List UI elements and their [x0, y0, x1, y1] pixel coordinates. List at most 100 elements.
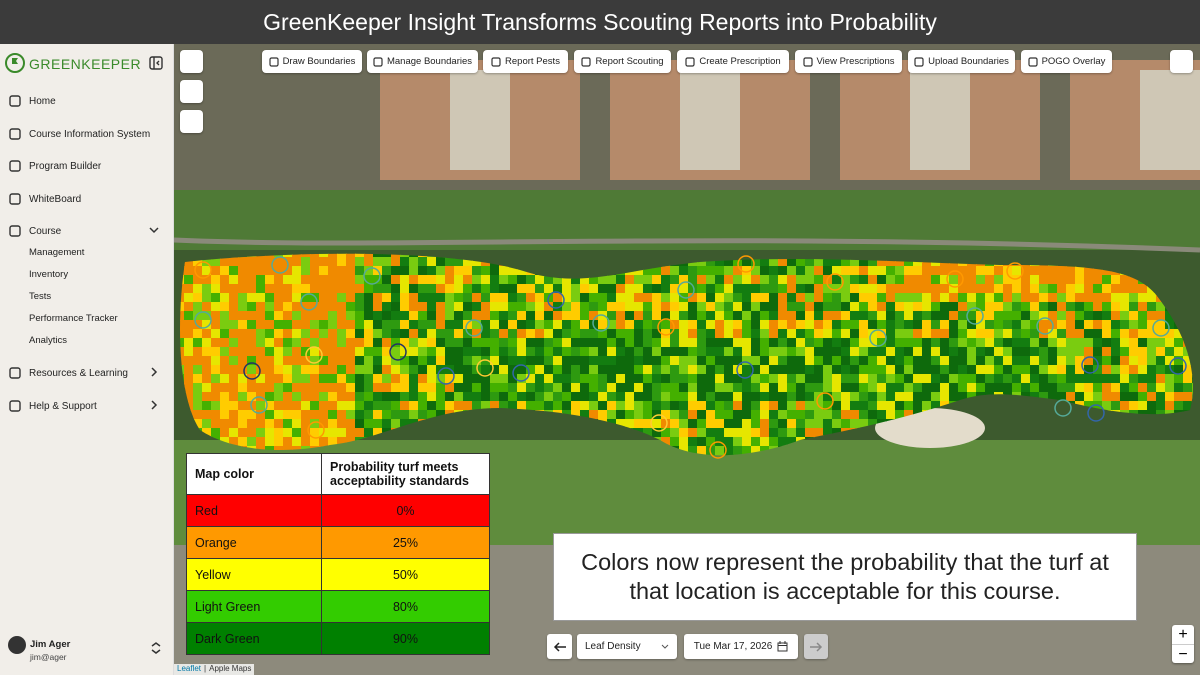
layer-select[interactable]: Leaf Density — [577, 634, 677, 659]
expand-button[interactable] — [1170, 50, 1193, 73]
next-button[interactable] — [804, 634, 828, 659]
heat-cell — [895, 338, 905, 348]
heat-cell — [913, 284, 923, 294]
heat-cell — [661, 311, 671, 321]
heat-cell — [238, 419, 248, 429]
heat-cell — [274, 410, 284, 420]
nav-item[interactable]: Course — [8, 224, 168, 238]
heat-cell — [544, 347, 554, 357]
heat-cell — [454, 365, 464, 375]
attribution-apple[interactable]: Apple Maps — [209, 664, 252, 673]
heat-cell — [328, 275, 338, 285]
toolbar-button[interactable]: Report Scouting — [574, 50, 671, 73]
heat-cell — [247, 266, 257, 276]
toolbar-button[interactable]: View Prescriptions — [795, 50, 902, 73]
heat-cell — [904, 392, 914, 402]
toolbar-button[interactable]: POGO Overlay — [1021, 50, 1112, 73]
heat-cell — [364, 338, 374, 348]
heat-cell — [472, 257, 482, 267]
heat-cell — [247, 365, 257, 375]
heat-cell — [751, 275, 761, 285]
nav-subitem[interactable]: Performance Tracker — [29, 313, 118, 324]
table-row: Red 0% — [186, 494, 490, 527]
heat-cell — [796, 257, 806, 267]
heat-cell — [733, 311, 743, 321]
nav-subitem[interactable]: Management — [29, 247, 85, 258]
toolbar-button[interactable]: Manage Boundaries — [367, 50, 478, 73]
heat-cell — [283, 383, 293, 393]
heat-cell — [778, 410, 788, 420]
heat-cell — [841, 419, 851, 429]
attribution-leaflet[interactable]: Leaflet — [177, 664, 202, 673]
nav-item[interactable]: Home — [8, 94, 168, 108]
zoom-out[interactable]: − — [1178, 646, 1188, 663]
heat-cell — [787, 347, 797, 357]
heat-cell — [1174, 383, 1184, 393]
heat-cell — [463, 356, 473, 366]
heat-cell — [355, 253, 365, 258]
heat-cell — [202, 392, 212, 402]
heat-cell — [472, 266, 482, 276]
toolbar-button[interactable]: Draw Boundaries — [262, 50, 362, 73]
heat-cell — [859, 320, 869, 330]
heat-cell — [508, 347, 518, 357]
heat-cell — [508, 356, 518, 366]
nav-item[interactable]: Course Information System — [8, 127, 168, 141]
heat-cell — [625, 401, 635, 411]
heat-cell — [805, 284, 815, 294]
scout-point — [592, 314, 610, 332]
nav-item[interactable]: Help & Support — [8, 399, 168, 413]
toolbar-button[interactable]: Create Prescription — [677, 50, 789, 73]
heat-cell — [643, 347, 653, 357]
user-menu[interactable] — [150, 641, 162, 655]
heat-cell — [1012, 293, 1022, 303]
nav-item[interactable]: WhiteBoard — [8, 192, 168, 206]
heat-cell — [337, 302, 347, 312]
zoom-in[interactable]: + — [1172, 625, 1194, 645]
heat-cell — [310, 329, 320, 339]
heat-cell — [427, 338, 437, 348]
heat-cell — [571, 356, 581, 366]
heat-cell — [1012, 302, 1022, 312]
heat-cell — [1111, 302, 1121, 312]
heat-cell — [499, 275, 509, 285]
heat-cell — [1093, 374, 1103, 384]
heat-cell — [967, 311, 977, 321]
heat-cell — [1102, 347, 1112, 357]
heat-cell — [364, 419, 374, 429]
heat-cell — [490, 311, 500, 321]
nav-subitem[interactable]: Analytics — [29, 335, 68, 346]
heat-cell — [292, 401, 302, 411]
heat-cell — [229, 356, 239, 366]
heat-cell — [580, 329, 590, 339]
heat-cell — [715, 329, 725, 339]
nav-item[interactable]: Program Builder — [8, 159, 168, 173]
heat-cell — [535, 284, 545, 294]
prev-button[interactable] — [547, 634, 572, 659]
heat-cell — [391, 392, 401, 402]
heat-cell — [985, 338, 995, 348]
heat-cell — [742, 401, 752, 411]
heat-cell — [751, 266, 761, 276]
toolbar-button[interactable]: Report Pests — [483, 50, 568, 73]
date-picker[interactable]: Tue Mar 17, 2026 — [684, 634, 798, 659]
tool-button[interactable] — [180, 80, 203, 103]
nav-subitem[interactable]: Tests — [29, 291, 52, 302]
heat-cell — [940, 338, 950, 348]
tool-button[interactable] — [180, 50, 203, 73]
heat-cell — [337, 383, 347, 393]
nav-item[interactable]: Resources & Learning — [8, 366, 168, 380]
heat-cell — [1111, 329, 1121, 339]
heat-cell — [742, 365, 752, 375]
heat-cell — [976, 329, 986, 339]
heat-cell — [211, 419, 221, 429]
heat-cell — [1039, 347, 1049, 357]
heat-cell — [1048, 356, 1058, 366]
collapse-button[interactable] — [149, 56, 163, 70]
heat-cell — [490, 365, 500, 375]
nav-subitem[interactable]: Inventory — [29, 269, 69, 280]
toolbar-button[interactable]: Upload Boundaries — [908, 50, 1015, 73]
heat-cell — [1075, 383, 1085, 393]
heat-cell — [868, 329, 878, 339]
tool-button[interactable] — [180, 110, 203, 133]
